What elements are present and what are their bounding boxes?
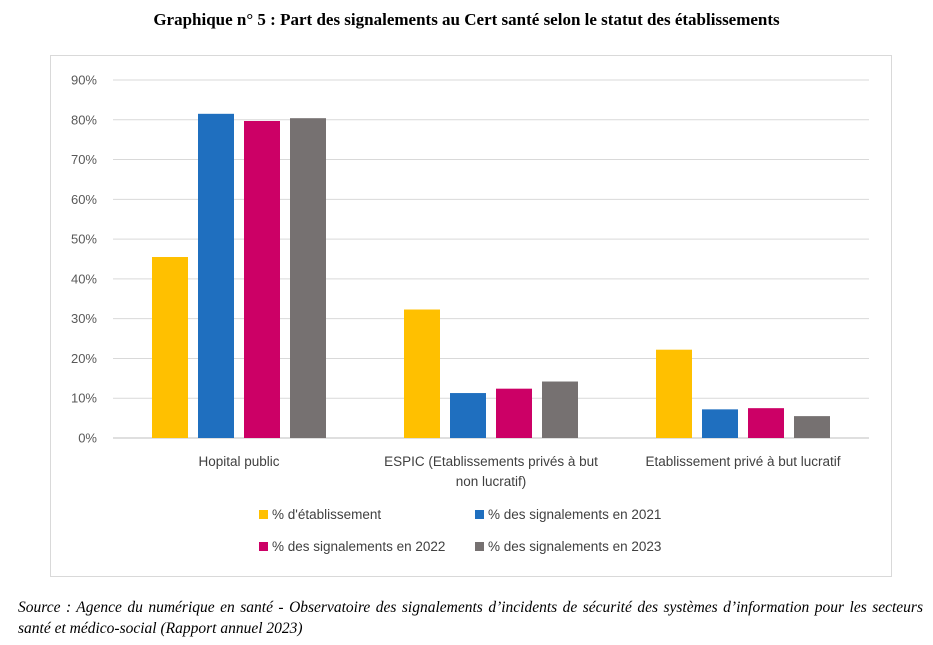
bar — [496, 388, 532, 438]
legend-label: % des signalements en 2022 — [272, 539, 445, 554]
y-tick-label: 50% — [71, 232, 97, 247]
legend-swatch — [259, 510, 268, 519]
chart-frame: 0% 10% 20% 30% 40% 50% 60% 70% 80% 90% Hopital pub… — [50, 55, 892, 577]
bar — [542, 381, 578, 438]
y-tick-label: 60% — [71, 192, 97, 207]
legend-swatch — [475, 510, 484, 519]
y-tick-label: 0% — [78, 431, 97, 446]
category-label: Etablissement privé à but lucratif — [645, 454, 840, 469]
y-tick-label: 70% — [71, 152, 97, 167]
bar — [244, 120, 280, 439]
bar — [702, 409, 738, 438]
category-label: ESPIC (Etablissements privés à but — [384, 454, 598, 469]
bar — [290, 118, 326, 438]
y-tick-label: 10% — [71, 391, 97, 406]
y-tick-label: 90% — [71, 73, 97, 88]
bar — [656, 349, 692, 438]
chart-title: Graphique n° 5 : Part des signalements a… — [153, 10, 780, 29]
bar — [404, 309, 440, 438]
y-tick-label: 20% — [71, 351, 97, 366]
y-tick-label: 30% — [71, 311, 97, 326]
legend-label: % des signalements en 2023 — [488, 539, 661, 554]
bar — [152, 257, 188, 438]
bar — [748, 408, 784, 438]
source-note: Source : Agence du numérique en santé - … — [18, 599, 923, 637]
category-label: non lucratif) — [456, 474, 527, 489]
bar-chart: 0% 10% 20% 30% 40% 50% 60% 70% 80% 90% Hopital pub… — [71, 73, 869, 554]
legend-swatch — [259, 542, 268, 551]
y-tick-label: 40% — [71, 271, 97, 286]
y-tick-label: 80% — [71, 112, 97, 127]
bar — [450, 393, 486, 438]
legend-swatch — [475, 542, 484, 551]
legend-label: % des signalements en 2021 — [488, 507, 661, 522]
bar — [198, 113, 234, 439]
category-label: Hopital public — [198, 454, 279, 469]
bar — [794, 416, 830, 438]
legend-label: % d'établissement — [272, 507, 381, 522]
